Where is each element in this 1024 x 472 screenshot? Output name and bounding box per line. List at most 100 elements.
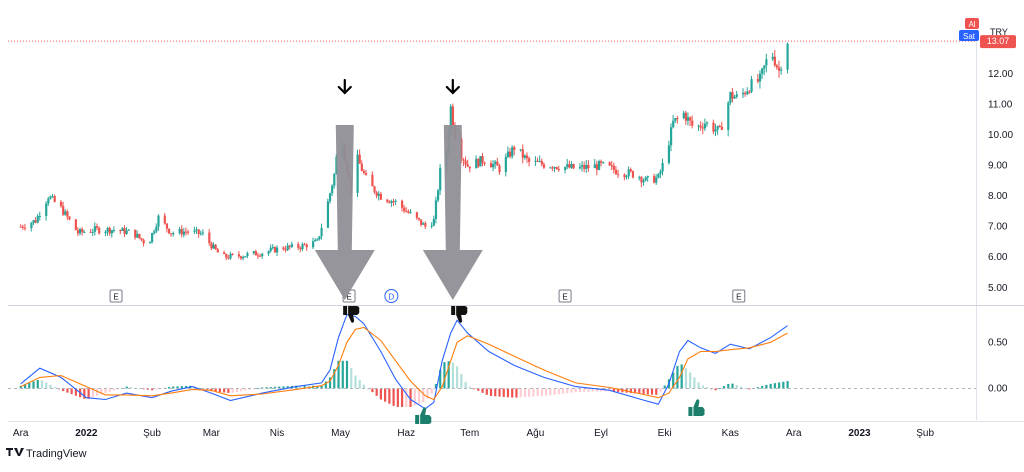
candle-body: [733, 96, 736, 99]
histogram-bar: [481, 388, 484, 393]
histogram-bar: [600, 388, 603, 392]
sell-badge[interactable]: [959, 30, 979, 41]
histogram-bar: [574, 388, 577, 393]
candle-body: [358, 154, 361, 164]
histogram-bar: [172, 386, 175, 389]
histogram-bar: [269, 387, 272, 389]
candle-body: [477, 158, 480, 167]
candle-body: [371, 174, 374, 187]
price-tick-label: 10.00: [988, 130, 1013, 141]
histogram-bar: [629, 388, 632, 394]
macd-tick-label: 0.50: [988, 337, 1008, 348]
histogram-bar: [553, 388, 556, 395]
histogram-bar: [112, 388, 116, 391]
candle-body: [538, 160, 541, 162]
macd-axis: 0.50 0.00: [988, 337, 1008, 394]
candle-body: [521, 149, 524, 158]
histogram-bar: [197, 387, 200, 389]
candle-body: [121, 228, 124, 231]
candle-body: [718, 125, 721, 127]
candle-body: [112, 230, 116, 232]
candle-body: [659, 171, 662, 174]
histogram-bar: [460, 374, 463, 389]
histogram-bar: [337, 360, 340, 389]
candle-body: [276, 247, 279, 253]
thumbs-up-icon: [688, 399, 705, 416]
candle-body: [420, 219, 423, 225]
candle-body: [434, 200, 438, 219]
candle-body: [642, 180, 645, 183]
candle-body: [19, 226, 22, 228]
candle-body: [780, 69, 783, 71]
histogram-bar: [278, 386, 281, 389]
down-arrow-icon: [337, 78, 352, 95]
big-down-arrow-icon: [314, 125, 375, 300]
candle-body: [430, 225, 433, 227]
candle-body: [646, 175, 649, 178]
earnings-marker[interactable]: [109, 289, 123, 303]
candle-body: [587, 164, 590, 169]
histogram-bar: [303, 385, 306, 389]
earnings-marker[interactable]: [732, 289, 746, 303]
candle-body: [742, 92, 745, 95]
candle-body: [750, 79, 753, 92]
histogram-bar: [95, 388, 99, 396]
histogram-bar: [663, 385, 666, 389]
candle-body: [98, 227, 101, 234]
candle-body: [674, 118, 677, 121]
dividend-marker[interactable]: [384, 289, 399, 303]
candle-body: [756, 79, 760, 82]
thumbs-up-icon: [415, 407, 432, 424]
candle-body: [153, 231, 156, 234]
candle-body: [377, 193, 380, 196]
candle-body: [585, 164, 588, 169]
candle-body: [748, 91, 751, 93]
candle-body: [610, 165, 613, 167]
histogram-bar: [451, 362, 455, 389]
histogram-bar: [328, 377, 332, 389]
buy-badge[interactable]: [965, 18, 979, 29]
histogram-bar: [49, 384, 52, 389]
histogram-bar: [731, 383, 734, 389]
time-tick-label: Kas: [722, 428, 739, 439]
histogram-bar: [167, 387, 171, 389]
candle-body: [83, 231, 86, 233]
time-tick-label: 2022: [75, 428, 98, 439]
earnings-marker[interactable]: [558, 289, 572, 303]
candle-body: [379, 193, 382, 200]
histogram-bar: [769, 383, 772, 389]
histogram-bar: [214, 388, 217, 392]
histogram-bar: [45, 382, 48, 389]
histogram-bar: [566, 388, 569, 394]
candle-body: [775, 65, 779, 68]
histogram-bar: [511, 388, 514, 398]
candle-body: [504, 156, 507, 173]
histogram-bar: [557, 388, 560, 395]
candle-body: [640, 177, 643, 183]
candle-body: [362, 171, 366, 173]
candle-body: [140, 238, 143, 240]
candle-body: [638, 177, 641, 179]
tradingview-logo[interactable]: TradingView: [6, 448, 87, 460]
candle-body: [237, 254, 241, 257]
histogram-bar: [155, 388, 158, 390]
histogram-bar: [545, 388, 548, 396]
macd-line: [20, 313, 788, 410]
candle-body: [701, 127, 704, 129]
candle-body: [773, 56, 776, 66]
histogram-bar: [468, 386, 471, 389]
candle-body: [47, 198, 50, 204]
candle-body: [669, 127, 673, 146]
histogram-bar: [477, 388, 480, 391]
histogram-bar: [417, 388, 421, 404]
candle-body: [288, 245, 291, 247]
candle-body: [256, 255, 260, 257]
candle-body: [553, 167, 556, 169]
candle-body: [714, 129, 717, 132]
candle-body: [403, 207, 406, 212]
histogram-bar: [756, 387, 760, 389]
last-price-badge: [980, 35, 1016, 49]
candle-body: [394, 200, 397, 202]
histogram-bar: [578, 388, 582, 393]
candle-body: [451, 106, 455, 126]
